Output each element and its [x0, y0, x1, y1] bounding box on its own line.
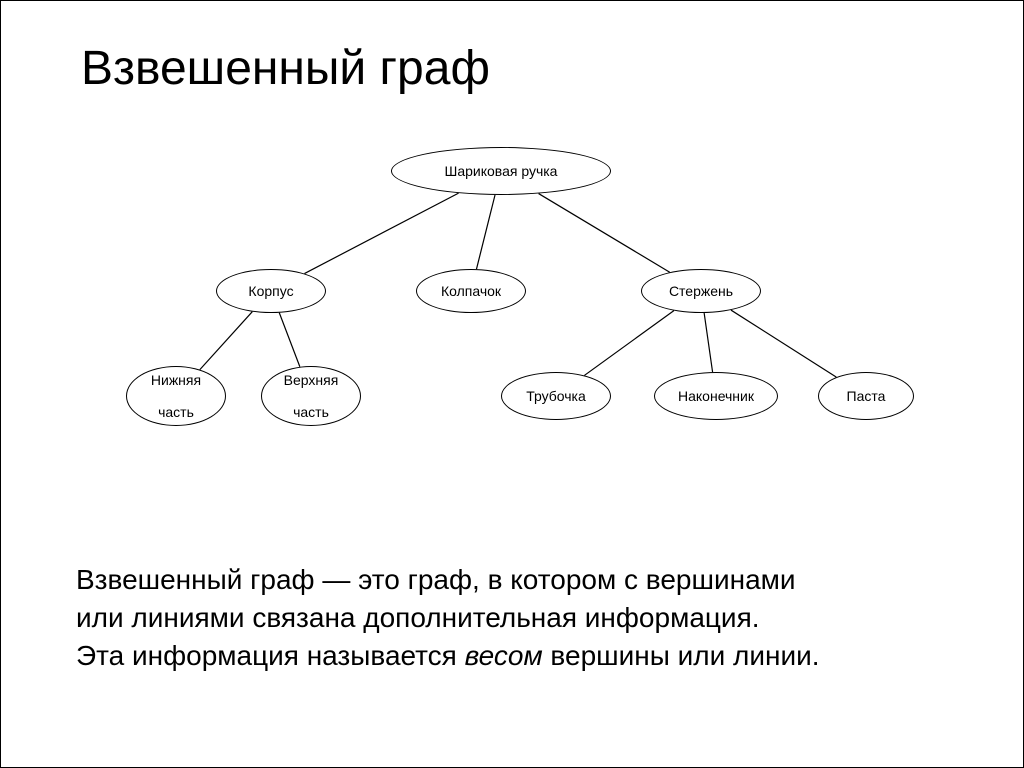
- edge: [584, 311, 674, 376]
- node-label: Трубочка: [526, 388, 586, 404]
- node-label: Верхняя: [284, 372, 339, 388]
- edge: [704, 313, 712, 372]
- desc-line3-italic: весом: [465, 640, 543, 671]
- edge: [200, 312, 252, 370]
- edge: [539, 194, 670, 273]
- tree-node-root: Шариковая ручка: [391, 147, 611, 195]
- tree-node-nizh: Нижняя часть: [126, 366, 226, 426]
- desc-line2: или линиями связана дополнительная инфор…: [76, 602, 760, 633]
- node-label: Наконечник: [678, 388, 754, 404]
- slide: Взвешенный граф Шариковая ручка Корпус Кол…: [0, 0, 1024, 768]
- description-text: Взвешенный граф — это граф, в котором с …: [76, 561, 946, 674]
- desc-line3-pre: Эта информация называется: [76, 640, 465, 671]
- node-label: часть: [293, 404, 329, 420]
- tree-node-korpus: Корпус: [216, 269, 326, 313]
- node-label: Нижняя: [151, 372, 201, 388]
- tree-node-trub: Трубочка: [501, 372, 611, 420]
- node-label: Паста: [847, 388, 886, 404]
- desc-line3-post: вершины или линии.: [543, 640, 820, 671]
- edge: [304, 193, 458, 273]
- tree-node-sterzh: Стержень: [641, 269, 761, 313]
- tree-node-verh: Верхняя часть: [261, 366, 361, 426]
- node-label: часть: [158, 404, 194, 420]
- edge: [279, 313, 300, 367]
- tree-node-kolpak: Колпачок: [416, 269, 526, 313]
- edge: [476, 195, 495, 269]
- node-label: Шариковая ручка: [445, 163, 558, 179]
- node-label: Колпачок: [441, 283, 501, 299]
- tree-node-nakon: Наконечник: [654, 372, 778, 420]
- node-label: Стержень: [669, 283, 733, 299]
- edge: [731, 310, 836, 377]
- tree-node-pasta: Паста: [818, 372, 914, 420]
- desc-line1: Взвешенный граф — это граф, в котором с …: [76, 564, 796, 595]
- node-label: Корпус: [248, 283, 293, 299]
- slide-title: Взвешенный граф: [81, 41, 490, 96]
